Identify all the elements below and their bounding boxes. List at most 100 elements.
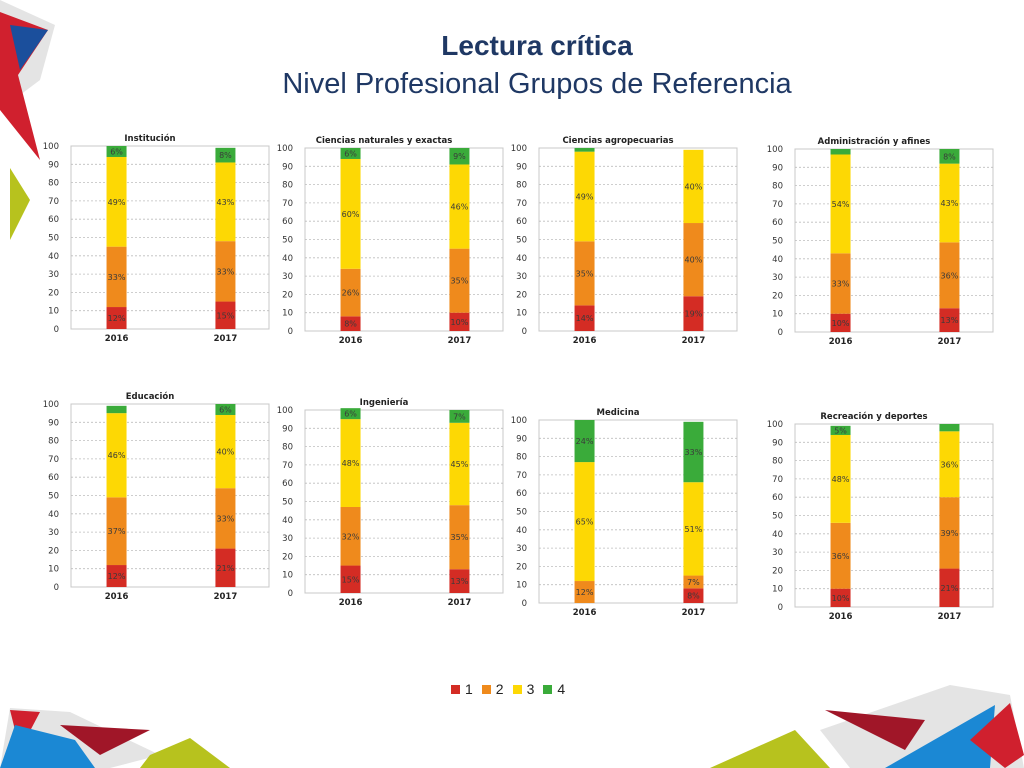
bar-segment-level-2 — [683, 575, 704, 589]
data-label: 6% — [344, 410, 357, 419]
data-label: 43% — [941, 199, 959, 208]
y-tick-label: 70 — [516, 199, 527, 209]
data-label: 35% — [451, 533, 469, 542]
bar-segment-level-1 — [939, 568, 960, 607]
bar-segment-level-1 — [340, 316, 361, 331]
deco-blue-shape — [0, 725, 95, 768]
y-tick-label: 40 — [772, 255, 783, 265]
slide-subtitle: Nivel Profesional Grupos de Referencia — [282, 68, 792, 100]
y-tick-label: 80 — [282, 443, 293, 453]
y-tick-label: 100 — [511, 416, 527, 426]
y-tick-label: 50 — [516, 508, 527, 518]
y-tick-label: 30 — [772, 548, 783, 558]
data-label: 48% — [832, 475, 850, 484]
deco-olive-shape — [710, 730, 830, 768]
data-label: 33% — [217, 267, 235, 276]
y-tick-label: 40 — [772, 530, 783, 540]
y-tick-label: 90 — [516, 162, 527, 172]
x-tick-label: 2017 — [682, 608, 706, 618]
y-tick-label: 0 — [522, 327, 527, 337]
data-label: 21% — [941, 584, 959, 593]
chart-ciencias-agropecuarias: Ciencias agropecuarias 0 10 20 30 40 50 60 70 80 9… — [511, 136, 738, 346]
y-tick-label: 80 — [772, 182, 783, 192]
bar-segment-level-3 — [340, 419, 361, 507]
bar-segment-level-4 — [574, 420, 595, 463]
data-label: 8% — [943, 152, 956, 161]
data-label: 19% — [685, 310, 703, 319]
data-label: 36% — [941, 271, 959, 280]
deco-blue-shape — [10, 25, 48, 70]
x-tick-label: 2016 — [105, 592, 129, 602]
legend-swatch — [543, 684, 553, 694]
y-tick-label: 10 — [282, 309, 293, 319]
bar-segment-level-2 — [683, 223, 704, 297]
y-tick-label: 20 — [282, 552, 293, 562]
y-tick-label: 90 — [772, 163, 783, 173]
bar-segment-level-1 — [939, 308, 960, 332]
legend-item-1: 1 — [451, 681, 473, 697]
deco-red-shape — [970, 703, 1024, 768]
data-label: 36% — [832, 552, 850, 561]
bar-segment-level-4 — [106, 146, 127, 157]
data-label: 10% — [451, 318, 469, 327]
y-tick-label: 60 — [516, 489, 527, 499]
bar-segment-level-2 — [574, 581, 595, 603]
y-tick-label: 100 — [43, 400, 59, 410]
chart-title: Ciencias naturales y exactas — [316, 136, 453, 146]
data-label: 51% — [685, 525, 703, 534]
bar-segment-level-3 — [939, 163, 960, 243]
data-label: 60% — [342, 210, 360, 219]
y-tick-label: 0 — [288, 589, 293, 599]
bar-segment-level-1 — [215, 548, 236, 587]
y-tick-label: 50 — [772, 512, 783, 522]
y-tick-label: 30 — [48, 528, 59, 538]
bar-segment-level-2 — [106, 246, 127, 308]
y-tick-label: 40 — [282, 516, 293, 526]
bar-segment-level-3 — [574, 151, 595, 242]
chart-title: Educación — [126, 391, 175, 402]
y-tick-label: 100 — [511, 144, 527, 154]
x-tick-label: 2016 — [339, 336, 363, 346]
y-tick-label: 0 — [778, 328, 783, 338]
y-tick-label: 10 — [516, 309, 527, 319]
y-tick-label: 60 — [772, 218, 783, 228]
bar-segment-level-3 — [106, 413, 127, 498]
data-label: 13% — [941, 316, 959, 325]
y-tick-label: 40 — [48, 510, 59, 520]
bar-segment-level-4 — [340, 408, 361, 420]
y-tick-label: 0 — [522, 599, 527, 609]
y-tick-label: 10 — [516, 581, 527, 591]
bar-segment-level-2 — [449, 505, 470, 570]
y-tick-label: 90 — [48, 418, 59, 428]
y-tick-label: 0 — [54, 325, 59, 335]
bar-segment-level-1 — [830, 313, 851, 332]
bar-segment-level-3 — [106, 156, 127, 247]
x-tick-label: 2016 — [829, 612, 853, 622]
data-label: 13% — [451, 577, 469, 586]
data-label: 7% — [453, 412, 466, 421]
y-tick-label: 20 — [282, 290, 293, 300]
y-tick-label: 60 — [48, 215, 59, 225]
y-tick-label: 90 — [282, 162, 293, 172]
bar-segment-level-2 — [939, 242, 960, 309]
chart-medicina: Medicina 0 10 20 30 40 50 60 70 80 90 100 12% 65% 24% 2… — [511, 408, 738, 618]
bar-segment-level-4 — [215, 147, 236, 163]
y-tick-label: 50 — [282, 498, 293, 508]
y-tick-label: 90 — [516, 434, 527, 444]
data-label: 8% — [687, 592, 700, 601]
y-tick-label: 70 — [772, 200, 783, 210]
chart-title: Recreación y deportes — [820, 411, 927, 422]
data-label: 39% — [941, 529, 959, 538]
y-tick-label: 50 — [282, 236, 293, 246]
top-left-decoration — [0, 0, 55, 240]
chart-ingenieria: Ingeniería 0 10 20 30 40 50 60 70 80 90 100 15% 32% 48… — [277, 398, 504, 608]
bar-segment-level-4 — [574, 148, 595, 152]
bar-segment-level-2 — [106, 497, 127, 566]
y-tick-label: 70 — [772, 475, 783, 485]
y-tick-label: 10 — [48, 565, 59, 575]
bar-segment-level-4 — [449, 148, 470, 165]
bar-segment-level-4 — [830, 149, 851, 155]
data-label: 65% — [576, 518, 594, 527]
data-label: 7% — [687, 578, 700, 587]
y-tick-label: 0 — [54, 583, 59, 593]
